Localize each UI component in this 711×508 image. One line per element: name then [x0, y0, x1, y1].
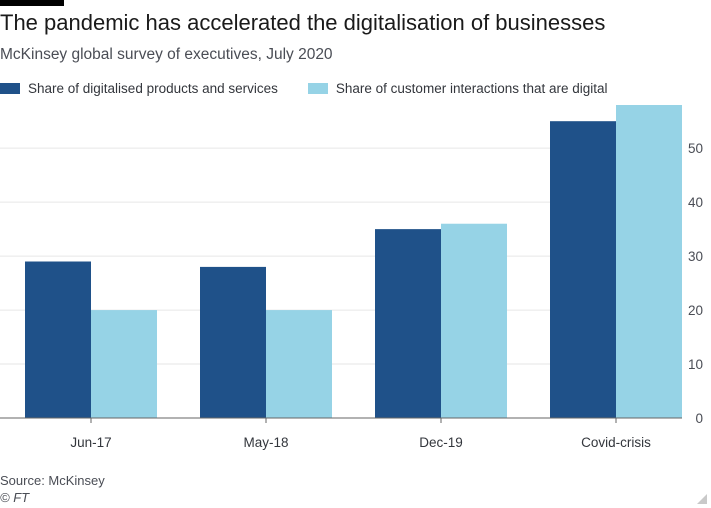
y-tick-label-10: 10 — [688, 357, 703, 372]
chart-subtitle: McKinsey global survey of executives, Ju… — [0, 46, 333, 63]
legend-swatch-interactions — [307, 82, 328, 94]
x-tick-label-1: May-18 — [243, 435, 288, 450]
bars — [25, 105, 682, 419]
source-note: Source: McKinsey — [0, 473, 105, 488]
chart-title: The pandemic has accelerated the digital… — [0, 10, 606, 35]
legend-label-products: Share of digitalised products and servic… — [28, 80, 278, 96]
bar-products-2 — [375, 229, 441, 418]
legend-swatch-products — [0, 82, 20, 94]
bar-interactions-2 — [441, 223, 507, 418]
bar-products-1 — [200, 266, 266, 418]
bar-interactions-3 — [616, 105, 682, 418]
x-tick-label-2: Dec-19 — [419, 435, 463, 450]
resize-corner-icon — [697, 494, 707, 504]
bar-products-0 — [25, 261, 91, 418]
y-tick-label-40: 40 — [688, 195, 703, 210]
bar-products-3 — [550, 121, 616, 419]
legend-item-interactions: Share of customer interactions that are … — [307, 80, 608, 96]
x-tick-label-0: Jun-17 — [70, 435, 111, 450]
chart-legend: Share of digitalised products and servic… — [0, 78, 608, 98]
y-tick-label-0: 0 — [695, 411, 703, 426]
ft-copyright: © FT — [0, 490, 30, 505]
axes: 0 10 20 30 40 50 Jun-17 May-18 Dec-19 Covid-crisi… — [0, 141, 703, 450]
y-tick-label-20: 20 — [688, 303, 703, 318]
legend-item-products: Share of digitalised products and servic… — [0, 81, 278, 96]
bar-interactions-1 — [266, 310, 332, 418]
x-tick-label-3: Covid-crisis — [581, 435, 651, 450]
legend-label-interactions: Share of customer interactions that are … — [335, 80, 608, 96]
bar-interactions-0 — [91, 310, 157, 418]
y-tick-label-30: 30 — [688, 249, 703, 264]
y-tick-label-50: 50 — [688, 141, 703, 156]
ft-top-bar — [0, 0, 64, 6]
